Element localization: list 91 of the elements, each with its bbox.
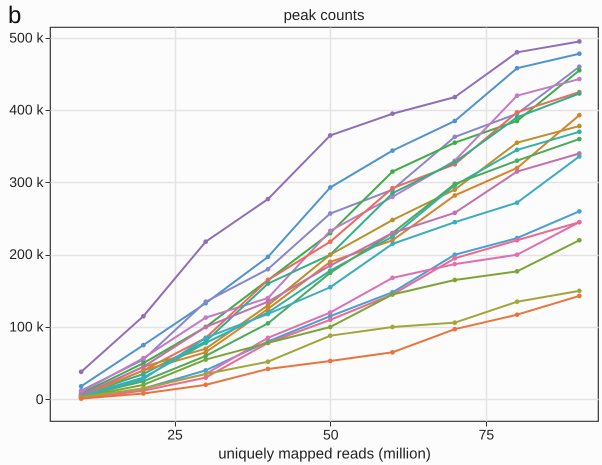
point xyxy=(514,269,520,274)
point xyxy=(328,263,333,268)
point xyxy=(452,134,458,140)
point xyxy=(576,68,582,73)
point xyxy=(328,185,333,190)
x-axis-title: uniquely mapped reads (million) xyxy=(218,446,431,462)
point xyxy=(390,148,395,153)
point xyxy=(452,326,458,332)
point xyxy=(328,133,333,138)
point xyxy=(514,93,520,98)
point xyxy=(203,315,208,320)
point xyxy=(78,370,84,374)
point xyxy=(203,382,208,388)
point xyxy=(390,190,395,196)
point xyxy=(266,196,270,202)
point xyxy=(514,200,520,206)
y-tick-label: 500 k xyxy=(9,29,44,46)
point xyxy=(576,39,582,44)
x-tick-label: 50 xyxy=(322,426,339,442)
point xyxy=(514,140,520,146)
point xyxy=(452,118,458,124)
point xyxy=(328,239,333,244)
point xyxy=(266,266,270,272)
point xyxy=(452,262,458,266)
point xyxy=(514,299,520,304)
point xyxy=(576,209,582,214)
point xyxy=(390,242,395,246)
point xyxy=(452,320,458,326)
point xyxy=(576,288,582,294)
point xyxy=(576,51,582,56)
y-tick-label: 300 k xyxy=(9,174,44,190)
point xyxy=(78,384,84,389)
point xyxy=(576,294,582,298)
point xyxy=(203,239,208,244)
point xyxy=(576,112,582,118)
point xyxy=(390,218,395,222)
point xyxy=(514,252,520,258)
y-tick-label: 400 k xyxy=(9,102,44,118)
point xyxy=(141,391,146,396)
point xyxy=(390,111,395,116)
point xyxy=(514,169,520,174)
point xyxy=(514,312,520,318)
point xyxy=(514,50,520,55)
point xyxy=(390,324,395,330)
point xyxy=(328,284,333,290)
y-tick-label: 200 k xyxy=(9,246,44,262)
point xyxy=(452,278,458,282)
point xyxy=(452,193,458,198)
point xyxy=(266,321,270,326)
point xyxy=(452,220,458,225)
point xyxy=(514,66,520,71)
chart-title: peak counts xyxy=(284,7,364,24)
point xyxy=(576,136,582,142)
point xyxy=(266,359,270,364)
point xyxy=(328,317,333,322)
point xyxy=(452,256,458,261)
text: b xyxy=(8,2,22,30)
point xyxy=(328,270,333,276)
point xyxy=(452,140,458,146)
point xyxy=(576,124,582,128)
y-tick-label: 0 xyxy=(36,390,44,407)
point xyxy=(576,154,582,159)
point xyxy=(514,158,520,164)
point xyxy=(452,210,458,216)
point xyxy=(328,324,333,330)
point xyxy=(328,358,333,364)
point xyxy=(141,342,146,348)
point xyxy=(141,314,146,319)
point xyxy=(266,281,270,286)
point xyxy=(266,336,270,340)
point xyxy=(576,76,582,82)
point xyxy=(328,211,333,216)
point xyxy=(328,333,333,338)
point xyxy=(266,366,270,372)
point xyxy=(266,299,270,304)
point xyxy=(514,115,520,120)
point xyxy=(576,129,582,134)
point xyxy=(576,238,582,243)
point xyxy=(390,169,395,174)
point xyxy=(514,148,520,152)
y-tick-label: 100 k xyxy=(9,318,44,335)
point xyxy=(452,187,458,192)
point xyxy=(203,357,208,362)
point xyxy=(390,350,395,355)
point xyxy=(266,254,270,260)
point xyxy=(452,94,458,100)
point xyxy=(514,238,520,243)
x-tick-label: 25 xyxy=(167,426,184,442)
x-tick-label: 75 xyxy=(478,426,494,442)
point xyxy=(328,310,333,315)
point xyxy=(390,276,395,280)
